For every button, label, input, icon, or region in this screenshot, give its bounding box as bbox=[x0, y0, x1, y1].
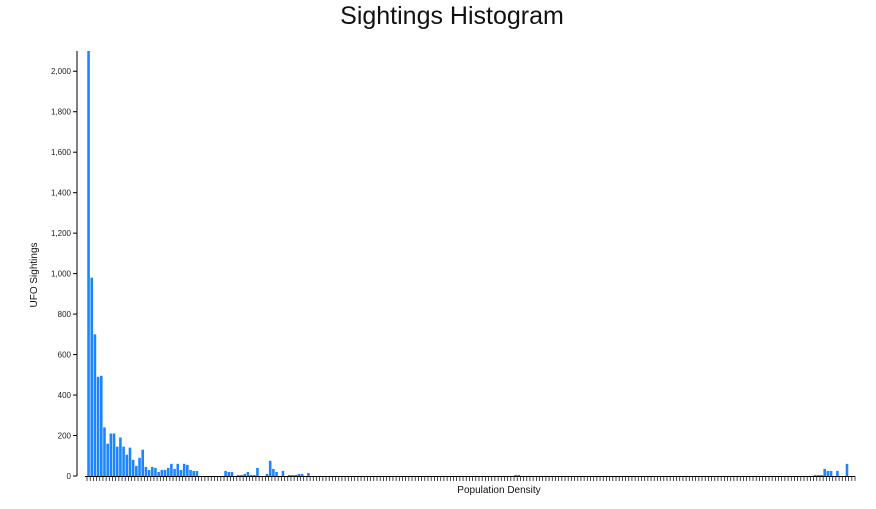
histogram-bar bbox=[817, 474, 820, 476]
histogram-bar bbox=[87, 51, 90, 476]
histogram-bar bbox=[268, 460, 272, 476]
histogram-bar bbox=[813, 474, 817, 476]
histogram-bar bbox=[252, 474, 256, 476]
histogram-bar bbox=[189, 469, 192, 476]
histogram-bar bbox=[294, 474, 297, 476]
histogram-bar bbox=[157, 471, 160, 476]
histogram-bar bbox=[179, 469, 183, 476]
histogram-bar bbox=[147, 469, 151, 476]
histogram-bar bbox=[122, 446, 125, 476]
histogram-bar bbox=[288, 474, 291, 476]
histogram-bar bbox=[96, 376, 100, 476]
histogram-bar bbox=[517, 474, 521, 476]
histogram-bar bbox=[128, 447, 132, 476]
y-tick-label: 1,400 bbox=[51, 189, 72, 198]
y-tick-label: 400 bbox=[58, 391, 72, 400]
y-axis: 0 200 400 600 800 1,000 1,200 1,400 1,600 1,800 2,… bbox=[51, 51, 78, 481]
histogram-bar bbox=[173, 468, 176, 476]
histogram-bar bbox=[243, 473, 246, 476]
histogram-bar bbox=[246, 471, 250, 476]
histogram-bar bbox=[826, 470, 830, 476]
histogram-bar bbox=[182, 463, 186, 476]
histogram-bar bbox=[227, 471, 231, 476]
histogram-bar bbox=[297, 473, 301, 476]
x-axis bbox=[85, 476, 856, 481]
y-tick-label: 1,000 bbox=[51, 270, 72, 279]
histogram-bar bbox=[154, 467, 157, 476]
bars-group bbox=[87, 51, 849, 476]
y-tick-label: 2,000 bbox=[51, 67, 72, 76]
histogram-bar bbox=[845, 463, 849, 476]
histogram-bar bbox=[163, 469, 167, 476]
histogram-bar bbox=[237, 474, 240, 476]
histogram-bar bbox=[265, 473, 269, 476]
histogram-bar bbox=[307, 472, 310, 476]
y-tick-label: 1,600 bbox=[51, 148, 72, 157]
histogram-bar bbox=[176, 463, 180, 476]
histogram-bar bbox=[115, 446, 119, 476]
histogram-bar bbox=[240, 474, 243, 476]
histogram-bar bbox=[272, 468, 275, 476]
y-tick-label: 1,200 bbox=[51, 229, 72, 238]
y-tick-label: 200 bbox=[58, 432, 72, 441]
y-tick-label: 0 bbox=[67, 472, 72, 481]
histogram-bar bbox=[131, 459, 135, 476]
y-tick-label: 800 bbox=[58, 310, 72, 319]
histogram-bar bbox=[192, 470, 195, 476]
histogram-bar bbox=[836, 470, 839, 476]
histogram-bar bbox=[275, 471, 278, 476]
histogram-bar bbox=[90, 277, 94, 476]
histogram-bar bbox=[150, 466, 154, 476]
histogram-bar bbox=[160, 469, 164, 476]
histogram-bar bbox=[291, 474, 294, 476]
histogram-bar bbox=[112, 433, 116, 476]
x-axis-title: Population Density bbox=[457, 485, 540, 496]
histogram-bar bbox=[103, 427, 106, 476]
histogram-bar bbox=[823, 468, 826, 476]
histogram-bar bbox=[224, 470, 227, 476]
histogram-bar bbox=[281, 470, 285, 476]
histogram-bar bbox=[820, 474, 823, 476]
histogram-bar bbox=[186, 464, 189, 476]
y-axis-title: UFO Sightings bbox=[29, 242, 40, 307]
histogram-bar bbox=[109, 433, 113, 476]
histogram-bar bbox=[256, 467, 259, 476]
histogram-bar bbox=[829, 470, 833, 476]
histogram-bar bbox=[125, 454, 129, 476]
y-tick-label: 600 bbox=[58, 351, 72, 360]
histogram-bar bbox=[100, 375, 103, 476]
histogram-bar bbox=[141, 449, 145, 476]
histogram-bar bbox=[195, 470, 199, 476]
histogram-bar bbox=[138, 457, 141, 476]
y-tick-label: 1,800 bbox=[51, 108, 72, 117]
histogram-bar bbox=[135, 465, 138, 476]
histogram-bar bbox=[300, 473, 304, 476]
histogram-bar bbox=[514, 474, 517, 476]
histogram-bar bbox=[144, 466, 148, 476]
chart-title: Sightings Histogram bbox=[340, 2, 564, 30]
histogram-bar bbox=[106, 443, 109, 476]
histogram-bar bbox=[230, 471, 234, 476]
histogram-bar bbox=[166, 467, 170, 476]
histogram-bar bbox=[93, 334, 97, 476]
histogram-bar bbox=[249, 474, 253, 476]
histogram-bar bbox=[119, 437, 122, 476]
histogram-bar bbox=[170, 463, 173, 476]
